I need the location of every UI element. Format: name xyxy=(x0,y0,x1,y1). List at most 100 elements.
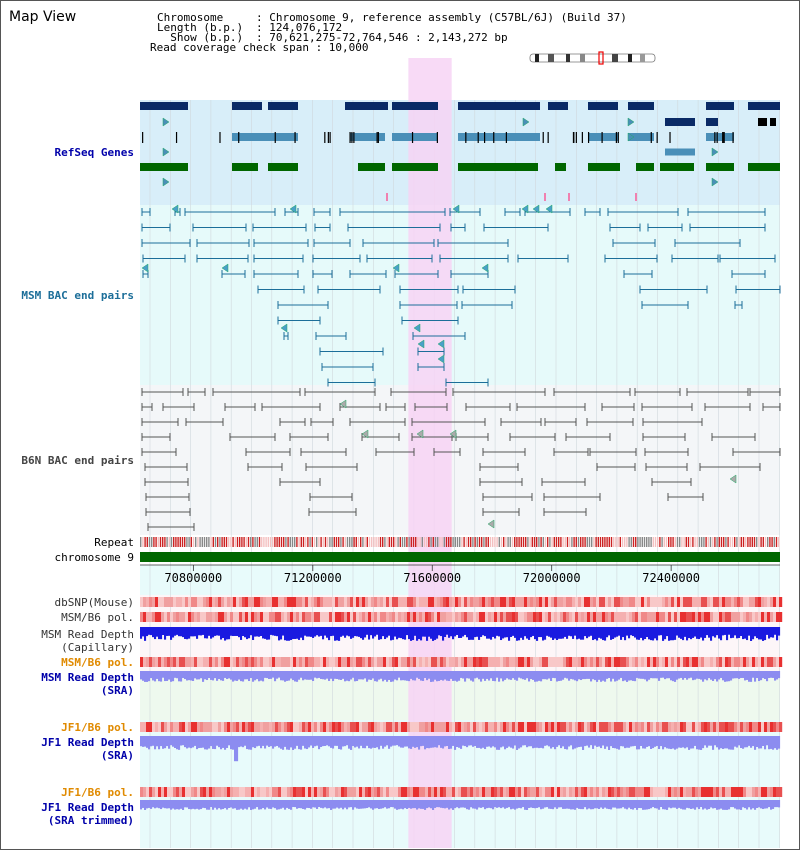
refseq-gene-green[interactable] xyxy=(555,163,566,171)
msm-b6-pol2-cell xyxy=(662,657,666,667)
msm-bac-arrow[interactable] xyxy=(545,204,553,214)
jf1-depth-sra-bar xyxy=(264,736,267,749)
msm-bac-arrow[interactable] xyxy=(221,263,229,273)
chromosome-bar[interactable] xyxy=(140,552,780,562)
refseq-gene-mid[interactable] xyxy=(628,133,654,141)
track-label-refseq-genes[interactable]: RefSeq Genes xyxy=(54,146,134,159)
refseq-gene-mid[interactable] xyxy=(665,148,695,156)
refseq-gene-green[interactable] xyxy=(588,163,620,171)
jf1-b6-pol-cell xyxy=(416,722,420,732)
repeat-mark xyxy=(439,537,441,547)
msm-depth-sra-bar xyxy=(294,671,297,682)
jf1-depth-trimmed-bar xyxy=(388,800,391,809)
refseq-gene-green[interactable] xyxy=(458,163,538,171)
jf1-b6-pol2-cell xyxy=(374,787,378,797)
refseq-gene-arrow[interactable] xyxy=(162,177,170,187)
b6n-bac-arrow[interactable] xyxy=(487,519,495,529)
b6n-bac-arrow[interactable] xyxy=(361,429,369,439)
jf1-depth-sra-bar xyxy=(312,736,315,748)
msm-b6-pol-cell xyxy=(584,612,588,622)
msm-b6-pol-cell xyxy=(644,612,648,622)
b6n-bac-arrow[interactable] xyxy=(339,399,347,409)
refseq-gene-green[interactable] xyxy=(636,163,654,171)
refseq-gene-green[interactable] xyxy=(660,163,694,171)
refseq-gene-green[interactable] xyxy=(748,163,780,171)
repeat-mark xyxy=(443,537,445,547)
refseq-gene-arrow[interactable] xyxy=(162,147,170,157)
refseq-gene-dark[interactable] xyxy=(706,118,718,126)
dbsnp-cell xyxy=(665,597,669,607)
refseq-gene-mid[interactable] xyxy=(588,133,618,141)
refseq-gene-mid[interactable] xyxy=(392,133,438,141)
msm-bac-arrow[interactable] xyxy=(437,339,445,349)
refseq-gene-mid[interactable] xyxy=(706,133,734,141)
msm-depth-sra-bar xyxy=(232,671,235,682)
b6n-bac-arrow[interactable] xyxy=(416,429,424,439)
refseq-gene-arrow[interactable] xyxy=(711,177,719,187)
refseq-gene-mid[interactable] xyxy=(350,133,385,141)
refseq-gene-dark[interactable] xyxy=(458,102,540,110)
msm-b6-pol-cell xyxy=(704,612,708,622)
msm-bac-arrow[interactable] xyxy=(437,354,445,364)
refseq-gene-green[interactable] xyxy=(268,163,298,171)
msm-b6-pol2-cell xyxy=(635,657,639,667)
msm-b6-pol2-cell xyxy=(554,657,558,667)
refseq-gene-dark[interactable] xyxy=(706,102,734,110)
jf1-depth-sra-bar xyxy=(344,736,347,747)
refseq-gene-dark[interactable] xyxy=(548,102,568,110)
refseq-gene-mid[interactable] xyxy=(458,133,540,141)
msm-depth-sra-bar xyxy=(312,671,315,682)
msm-b6-pol-cell xyxy=(749,612,753,622)
refseq-gene-dark[interactable] xyxy=(665,118,695,126)
msm-bac-arrow[interactable] xyxy=(452,204,460,214)
refseq-gene-dark[interactable] xyxy=(748,102,780,110)
b6n-bac-arrow[interactable] xyxy=(449,429,457,439)
msm-b6-pol2-cell xyxy=(518,657,522,667)
refseq-gene-dark[interactable] xyxy=(268,102,298,110)
msm-bac-arrow[interactable] xyxy=(141,263,149,273)
msm-bac-arrow[interactable] xyxy=(521,204,529,214)
selection-highlight[interactable] xyxy=(408,58,452,848)
refseq-gene-green[interactable] xyxy=(140,163,188,171)
refseq-gene-arrow[interactable] xyxy=(627,132,635,142)
refseq-gene-dark[interactable] xyxy=(392,102,438,110)
refseq-gene-green[interactable] xyxy=(706,163,734,171)
msm-bac-arrow[interactable] xyxy=(392,263,400,273)
refseq-gene-black[interactable] xyxy=(770,118,776,126)
b6n-bac-arrow[interactable] xyxy=(729,474,737,484)
track-label-msm-bac[interactable]: MSM BAC end pairs xyxy=(21,289,134,302)
refseq-exon-tick xyxy=(587,132,590,143)
refseq-gene-green[interactable] xyxy=(358,163,385,171)
msm-bac-arrow[interactable] xyxy=(413,323,421,333)
refseq-gene-arrow[interactable] xyxy=(522,117,530,127)
jf1-depth-trimmed-bar xyxy=(174,800,177,810)
refseq-gene-arrow[interactable] xyxy=(627,117,635,127)
refseq-gene-dark[interactable] xyxy=(232,102,262,110)
track-label-b6n-bac[interactable]: B6N BAC end pairs xyxy=(21,454,134,467)
refseq-gene-green[interactable] xyxy=(232,163,258,171)
refseq-gene-arrow[interactable] xyxy=(162,117,170,127)
refseq-gene-arrow[interactable] xyxy=(711,147,719,157)
msm-bac-arrow[interactable] xyxy=(289,204,297,214)
refseq-gene-dark[interactable] xyxy=(345,102,388,110)
refseq-gene-dark[interactable] xyxy=(588,102,618,110)
jf1-depth-trimmed-bar xyxy=(300,800,303,809)
dbsnp-cell xyxy=(332,597,336,607)
msm-depth-sra-bar xyxy=(528,671,531,682)
chromosome-ideogram[interactable] xyxy=(529,53,656,63)
refseq-gene-mid[interactable] xyxy=(232,133,298,141)
jf1-depth-sra-bar xyxy=(442,736,445,749)
refseq-gene-dark[interactable] xyxy=(628,102,654,110)
msm-bac-arrow[interactable] xyxy=(171,204,179,214)
msm-bac-arrow[interactable] xyxy=(532,204,540,214)
msm-depth-capillary-bar xyxy=(536,627,539,641)
msm-bac-arrow[interactable] xyxy=(481,263,489,273)
msm-bac-arrow[interactable] xyxy=(417,339,425,349)
repeat-mark xyxy=(434,537,437,547)
refseq-gene-green[interactable] xyxy=(392,163,438,171)
msm-b6-pol-cell xyxy=(398,612,402,622)
refseq-gene-dark[interactable] xyxy=(140,102,188,110)
refseq-gene-black[interactable] xyxy=(758,118,767,126)
msm-bac-arrow[interactable] xyxy=(280,323,288,333)
